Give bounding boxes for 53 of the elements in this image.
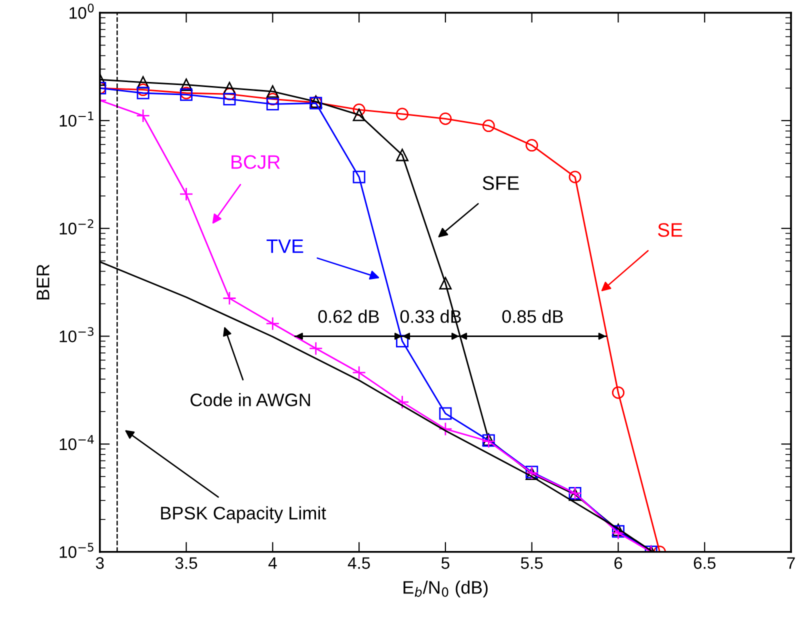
- y-tick-label: 10$^{−2}$: [60, 219, 94, 234]
- point: [526, 139, 538, 152]
- point: [439, 276, 452, 290]
- point: [396, 148, 408, 162]
- y-tick-label: 10$^{−4}$: [60, 435, 94, 450]
- x-tick-label: 6.5: [694, 557, 716, 569]
- text: SE: [658, 223, 682, 237]
- x-tick-label: 3.5: [175, 557, 198, 569]
- point: [136, 108, 150, 123]
- y-tick-label: 10$^{0}$: [70, 4, 94, 19]
- x-tick-label: 7: [787, 557, 795, 569]
- x-tick-label: 4.5: [348, 557, 370, 569]
- point: [395, 395, 410, 410]
- point: [396, 108, 408, 120]
- point: [179, 187, 194, 202]
- point: [352, 170, 366, 184]
- x-tick-label: 3: [96, 557, 104, 569]
- point: [439, 407, 452, 420]
- x-tick-label: 5: [441, 557, 450, 569]
- point: [308, 342, 323, 356]
- text: TVE: [266, 239, 304, 253]
- y-tick-label: 10$^{−5}$: [60, 542, 94, 558]
- point: [568, 170, 582, 184]
- y-tick-label: 10$^{−3}$: [60, 327, 94, 342]
- x-tick-label: 5.5: [520, 557, 543, 569]
- point: [136, 86, 150, 100]
- point: [266, 92, 279, 106]
- point: [180, 78, 193, 91]
- point: [439, 112, 452, 125]
- annotation: 0.62 dB: [318, 310, 379, 323]
- ref-line-label: BPSK Capacity Limit: [161, 506, 326, 524]
- point: [482, 120, 495, 132]
- point: [352, 104, 366, 116]
- y-axis-title: BER: [36, 264, 50, 300]
- point: [136, 84, 150, 96]
- point: [223, 92, 236, 106]
- y-tick-label: 10$^{−1}$: [60, 112, 94, 127]
- text: SFE: [482, 176, 519, 190]
- text: BCJR: [232, 155, 280, 169]
- x-axis-title: E$_{b}$/N$_{0}$ (dB): [404, 580, 488, 598]
- point: [352, 108, 366, 122]
- point: [352, 366, 366, 380]
- point: [136, 76, 150, 89]
- x-tick-label: 4: [268, 557, 277, 569]
- point: [266, 316, 280, 331]
- point: [222, 291, 236, 306]
- series-label: Code in AWGN: [190, 393, 310, 406]
- point: [266, 98, 279, 110]
- point: [438, 422, 452, 436]
- point: [266, 85, 279, 98]
- annotation: 0.85 dB: [502, 310, 563, 323]
- point: [612, 386, 624, 399]
- x-tick-label: 6: [614, 557, 622, 569]
